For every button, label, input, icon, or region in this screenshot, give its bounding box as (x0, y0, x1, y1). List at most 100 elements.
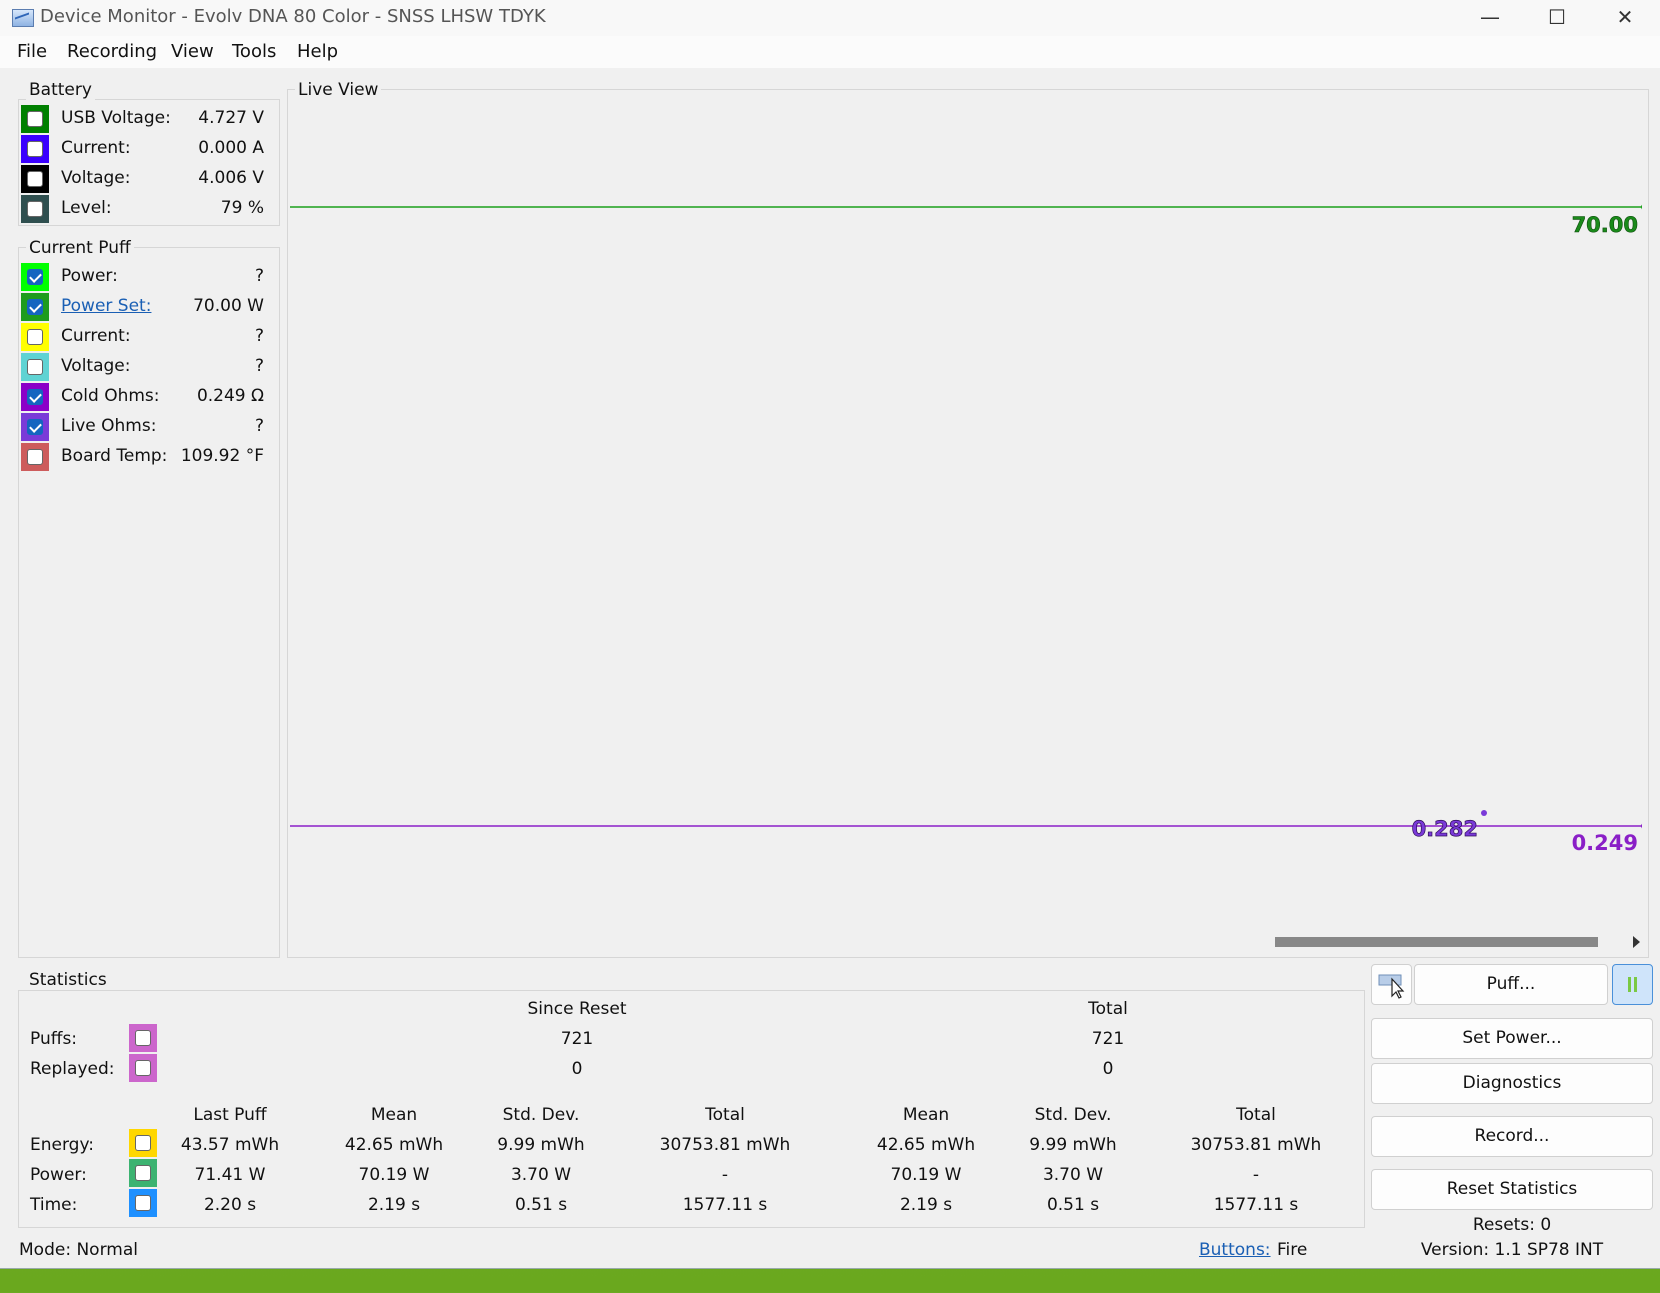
replayed-color-swatch (129, 1054, 157, 1082)
menu-help[interactable]: Help (297, 41, 339, 62)
time-total-total: 1577.11 s (1213, 1195, 1299, 1215)
scrollbar-thumb[interactable] (1275, 937, 1598, 947)
menu-bar: File Recording View Tools Help (0, 36, 1660, 68)
energy-total-reset: 30753.81 mWh (659, 1135, 791, 1155)
live-view-group (287, 89, 1649, 958)
pause-button[interactable] (1612, 964, 1653, 1005)
live-ohms-value-label: 0.282 (1412, 817, 1478, 841)
cold-ohms-series-point (1641, 823, 1642, 829)
menu-view[interactable]: View (171, 41, 214, 62)
replayed-label: Replayed: (30, 1059, 115, 1079)
power-mean-reset: 70.19 W (358, 1165, 430, 1185)
pointer-tool-button[interactable] (1371, 964, 1412, 1005)
cold-ohms-color-swatch (21, 383, 49, 411)
col-mean-reset: Mean (370, 1105, 418, 1125)
puff-row-board-temp: Board Temp: 109.92 °F (21, 443, 264, 471)
menu-file[interactable]: File (17, 41, 48, 62)
usb-voltage-color-swatch (21, 105, 49, 133)
cold-ohms-value: 0.249 Ω (196, 386, 264, 406)
battery-level-color-swatch (21, 195, 49, 223)
menu-recording[interactable]: Recording (67, 41, 158, 62)
current-puff-group (18, 247, 280, 958)
reset-statistics-button[interactable]: Reset Statistics (1371, 1169, 1653, 1210)
record-button[interactable]: Record... (1371, 1116, 1653, 1157)
battery-current-checkbox[interactable] (27, 141, 43, 157)
diagnostics-button[interactable]: Diagnostics (1371, 1063, 1653, 1104)
board-temp-color-swatch (21, 443, 49, 471)
menu-tools[interactable]: Tools (232, 41, 277, 62)
battery-voltage-value: 4.006 V (198, 168, 264, 188)
energy-checkbox[interactable] (135, 1135, 151, 1151)
live-view-plot: 70.00 0.282 0.249 (290, 204, 1642, 855)
puff-row-voltage: Voltage: ? (21, 353, 264, 381)
power-set-checkbox[interactable] (27, 299, 43, 315)
time-mean-total: 2.19 s (899, 1195, 953, 1215)
puff-row-cold-ohms: Cold Ohms: 0.249 Ω (21, 383, 264, 411)
time-stddev-reset: 0.51 s (514, 1195, 568, 1215)
live-ohms-color-swatch (21, 413, 49, 441)
puff-voltage-checkbox[interactable] (27, 359, 43, 375)
power-set-value-label: 70.00 (1572, 213, 1638, 237)
cursor-select-icon (1378, 974, 1405, 999)
battery-current-color-swatch (21, 135, 49, 163)
battery-level-checkbox[interactable] (27, 201, 43, 217)
scroll-right-arrow-icon[interactable] (1633, 936, 1640, 948)
battery-voltage-checkbox[interactable] (27, 171, 43, 187)
cold-ohms-checkbox[interactable] (27, 389, 43, 405)
power-set-series-point (1641, 204, 1642, 210)
col-mean-total: Mean (902, 1105, 950, 1125)
statistics-group-label: Statistics (26, 970, 110, 990)
set-power-button[interactable]: Set Power... (1371, 1018, 1653, 1059)
power-mean-total: 70.19 W (890, 1165, 962, 1185)
puffs-checkbox[interactable] (135, 1030, 151, 1046)
battery-group-label: Battery (26, 80, 95, 100)
energy-mean-total: 42.65 mWh (876, 1135, 976, 1155)
minimize-button[interactable]: — (1480, 5, 1500, 29)
board-temp-checkbox[interactable] (27, 449, 43, 465)
puff-row-power-set: Power Set: 70.00 W (21, 293, 264, 321)
puff-voltage-value: ? (254, 356, 264, 376)
time-label: Time: (30, 1195, 78, 1215)
puffs-since-reset: 721 (560, 1029, 594, 1049)
col-stddev-reset: Std. Dev. (502, 1105, 580, 1125)
col-total-total: Total (1236, 1105, 1276, 1125)
time-last-puff: 2.20 s (203, 1195, 257, 1215)
battery-level-value: 79 % (220, 198, 264, 218)
usb-voltage-value: 4.727 V (198, 108, 264, 128)
since-reset-header: Since Reset (527, 999, 627, 1019)
time-checkbox[interactable] (135, 1195, 151, 1211)
app-chart-icon (12, 9, 34, 27)
live-ohms-label: Live Ohms: (61, 416, 157, 436)
energy-stddev-reset: 9.99 mWh (497, 1135, 585, 1155)
resets-count: Resets: 0 (1472, 1215, 1552, 1235)
live-view-chart[interactable]: 70.00 0.282 0.249 (290, 110, 1642, 930)
col-last-puff: Last Puff (193, 1105, 267, 1125)
puff-button[interactable]: Puff... (1414, 964, 1608, 1005)
stat-power-label: Power: (30, 1165, 87, 1185)
puff-current-checkbox[interactable] (27, 329, 43, 345)
power-total-reset: - (721, 1165, 729, 1185)
col-stddev-total: Std. Dev. (1034, 1105, 1112, 1125)
power-set-link[interactable]: Power Set: (61, 296, 152, 316)
stat-power-checkbox[interactable] (135, 1165, 151, 1181)
replayed-checkbox[interactable] (135, 1060, 151, 1076)
battery-group (18, 99, 280, 226)
board-temp-label: Board Temp: (61, 446, 168, 466)
live-ohms-series-point (1481, 810, 1487, 816)
time-color-swatch (129, 1189, 157, 1217)
live-view-group-label: Live View (295, 80, 382, 100)
title-bar: Device Monitor - Evolv DNA 80 Color - SN… (0, 0, 1660, 36)
usb-voltage-checkbox[interactable] (27, 111, 43, 127)
battery-row-level: Level: 79 % (21, 195, 264, 223)
buttons-link[interactable]: Buttons: (1199, 1240, 1271, 1260)
power-stddev-reset: 3.70 W (510, 1165, 572, 1185)
power-label: Power: (61, 266, 118, 286)
live-ohms-checkbox[interactable] (27, 419, 43, 435)
battery-voltage-color-swatch (21, 165, 49, 193)
stat-power-color-swatch (129, 1159, 157, 1187)
power-last-puff: 71.41 W (194, 1165, 266, 1185)
battery-row-current: Current: 0.000 A (21, 135, 264, 163)
close-button[interactable]: ✕ (1616, 5, 1634, 29)
maximize-button[interactable]: ☐ (1548, 5, 1566, 29)
power-checkbox[interactable] (27, 269, 43, 285)
